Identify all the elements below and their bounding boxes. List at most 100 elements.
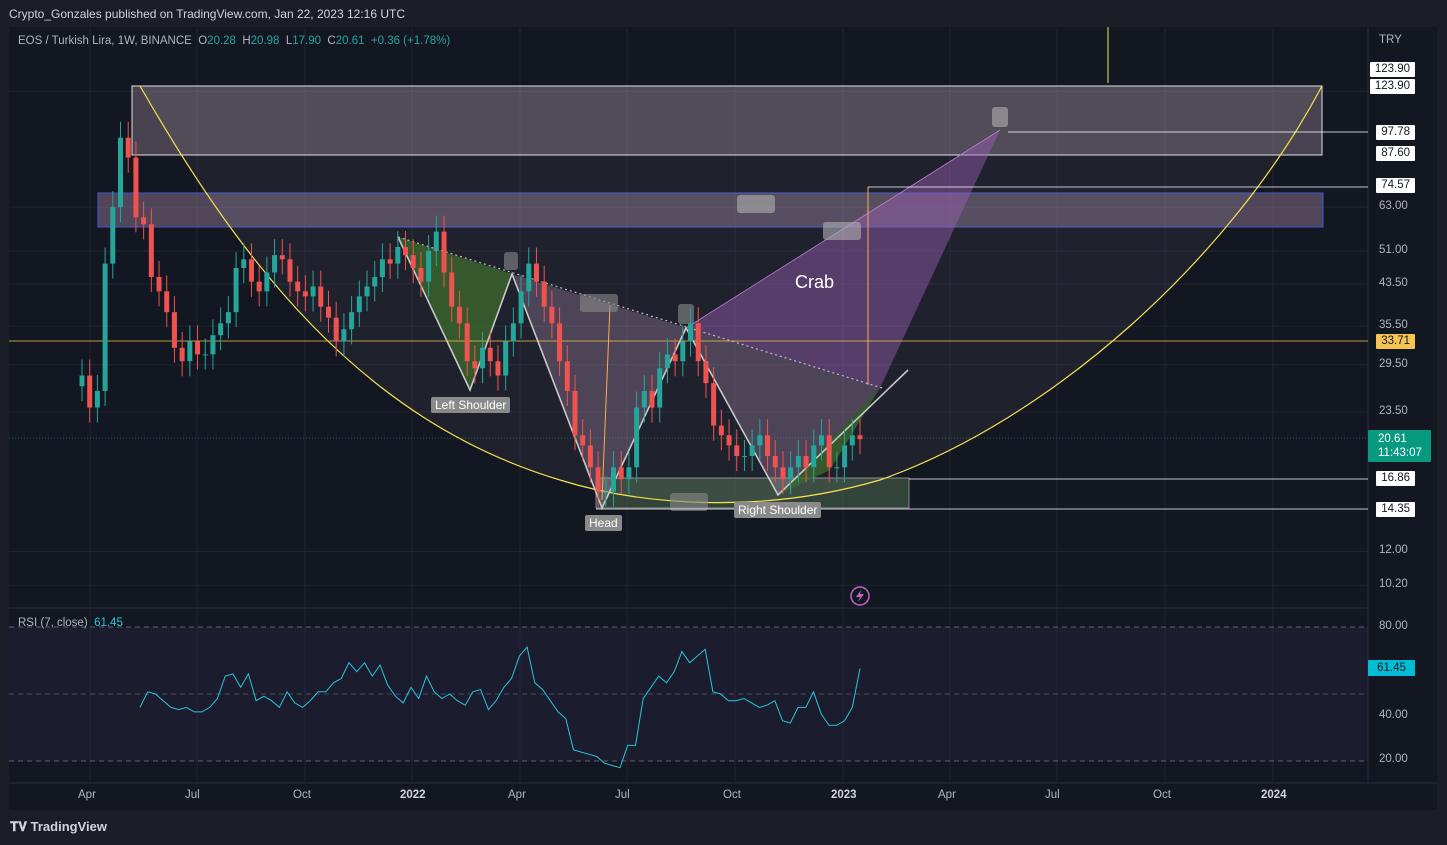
time-axis-label: 2022 — [400, 789, 426, 801]
candle-body — [726, 435, 732, 446]
candle-body — [580, 435, 586, 446]
note-box-5 — [823, 222, 861, 240]
note-box-6 — [992, 107, 1008, 127]
candle-body — [125, 137, 131, 158]
rsi-axis-20: 20.00 — [1379, 753, 1408, 765]
candle-body — [179, 347, 185, 362]
price-axis-label: 10.20 — [1379, 578, 1408, 591]
candle-body — [834, 467, 840, 469]
head-label: Head — [585, 515, 622, 531]
logo-icon: 𝐓𝐕 — [10, 819, 27, 834]
candle-body — [510, 323, 516, 342]
candle-body — [818, 435, 824, 446]
tradingview-logo[interactable]: 𝐓𝐕 TradingView — [10, 819, 107, 835]
candle-body — [210, 335, 216, 355]
ohlc-close-label: C — [327, 35, 336, 47]
candle-body — [356, 296, 362, 313]
target-arrow-1 — [601, 304, 611, 501]
candle-body — [788, 467, 794, 480]
candle-body — [641, 390, 647, 408]
supply-zone-mid — [97, 192, 1324, 228]
candle-body — [672, 354, 678, 362]
candle-body — [333, 317, 339, 342]
candle-body — [148, 224, 154, 278]
price-axis-label: 12.00 — [1379, 544, 1408, 557]
time-axis-label: Jul — [185, 789, 200, 801]
crab-pattern-a — [686, 130, 1000, 388]
candle-body — [464, 323, 470, 362]
candle-body — [272, 255, 278, 273]
candle-body — [156, 277, 162, 292]
candle-body — [133, 157, 139, 218]
price-tag-16: 16.86 — [1376, 471, 1415, 486]
note-box-7 — [670, 493, 708, 511]
candle-body — [680, 341, 686, 362]
price-tag-74: 74.57 — [1376, 178, 1415, 193]
ohlc-low-label: L — [285, 35, 293, 47]
candle-body — [456, 306, 462, 324]
candle-body — [634, 407, 640, 468]
candle-body — [87, 375, 93, 408]
rsi-axis-80: 80.00 — [1379, 620, 1408, 632]
price-tag-87: 87.60 — [1376, 146, 1415, 161]
candle-body — [218, 323, 224, 336]
last-price-tag: 20.61 11:43:07 — [1368, 430, 1431, 462]
candle-body — [849, 435, 855, 446]
candle-body — [302, 291, 308, 297]
candle-body — [595, 467, 601, 492]
candle-body — [379, 259, 385, 278]
candle-body — [341, 329, 347, 342]
candle-body — [842, 445, 848, 468]
last-price: 20.61 — [1378, 433, 1407, 445]
candle-body — [287, 259, 293, 282]
candle-body — [664, 354, 670, 369]
time-axis-label: Jul — [1045, 789, 1060, 801]
candle-body — [187, 341, 193, 362]
time-axis-label: Apr — [508, 789, 526, 801]
candle-body — [426, 251, 432, 282]
candle-body — [657, 368, 663, 408]
candle-body — [164, 291, 170, 313]
lightning-icon[interactable] — [850, 586, 870, 606]
candle-body — [734, 445, 740, 457]
time-axis-label: Oct — [1153, 789, 1171, 801]
crab-label: Crab — [795, 272, 835, 292]
time-axis-label: Apr — [78, 789, 96, 801]
candle-body — [572, 390, 578, 436]
note-box-1 — [504, 252, 518, 270]
symbol-legend[interactable]: EOS / Turkish Lira, 1W, BINANCE O20.28 H… — [18, 35, 450, 47]
candle-body — [695, 323, 701, 362]
candle-body — [611, 467, 617, 492]
chart-frame[interactable] — [9, 27, 1437, 810]
brand-name: TradingView — [30, 819, 107, 834]
candle-body — [241, 259, 247, 268]
supply-zone-top — [131, 85, 1323, 156]
ohlc-low: 17.90 — [292, 35, 322, 47]
price-tag-123: 123.90 — [1369, 79, 1415, 94]
candle-body — [364, 286, 370, 297]
candle-body — [441, 231, 447, 273]
candle-body — [618, 467, 624, 480]
candle-body — [418, 267, 424, 282]
candle-body — [749, 445, 755, 457]
candle-body — [480, 347, 486, 369]
candle-body — [780, 467, 786, 480]
rsi-title: RSI (7, close) — [18, 617, 88, 629]
candle-body — [372, 277, 378, 287]
price-axis-label: 23.50 — [1379, 404, 1408, 417]
price-axis-label: 51.00 — [1379, 244, 1408, 257]
candle-body — [603, 491, 609, 493]
rsi-legend[interactable]: RSI (7, close) 61.45 — [18, 617, 123, 629]
hs-zigzag — [397, 236, 909, 511]
candle-body — [811, 445, 817, 468]
candlestick-series — [79, 121, 863, 507]
candle-body — [626, 467, 632, 480]
candle-body — [472, 361, 478, 369]
candle-body — [487, 347, 493, 362]
candle-body — [772, 456, 778, 468]
rsi-value-tag: 61.45 — [1368, 660, 1415, 676]
candle-body — [741, 456, 747, 458]
candle-body — [264, 272, 270, 292]
candle-body — [395, 246, 401, 264]
